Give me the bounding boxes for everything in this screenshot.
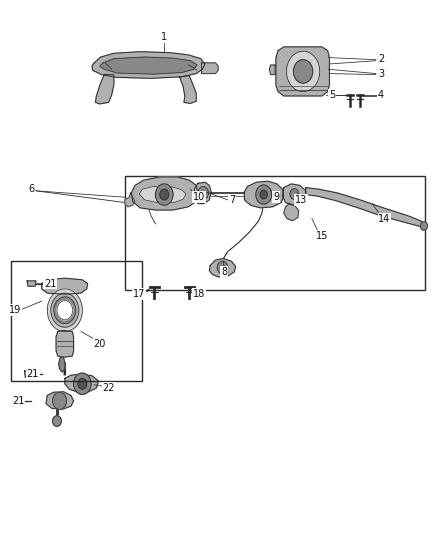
Text: 8: 8	[221, 267, 227, 277]
Polygon shape	[244, 181, 284, 208]
Circle shape	[198, 187, 208, 199]
Polygon shape	[65, 374, 99, 392]
Text: 7: 7	[229, 195, 235, 205]
Text: 9: 9	[273, 192, 279, 202]
Circle shape	[53, 416, 61, 426]
Circle shape	[47, 289, 82, 332]
Polygon shape	[42, 278, 88, 294]
Bar	[125, 176, 425, 290]
Text: 19: 19	[9, 305, 21, 315]
Polygon shape	[27, 281, 36, 286]
Polygon shape	[12, 398, 23, 404]
Circle shape	[54, 297, 76, 324]
Text: 6: 6	[28, 184, 35, 194]
Text: 3: 3	[378, 69, 384, 78]
Polygon shape	[125, 193, 135, 207]
Circle shape	[155, 184, 173, 205]
Text: 10: 10	[193, 192, 205, 202]
Text: 2: 2	[378, 54, 384, 63]
Polygon shape	[46, 392, 74, 409]
Circle shape	[51, 293, 79, 327]
Text: 21: 21	[12, 396, 25, 406]
Polygon shape	[306, 188, 425, 228]
Circle shape	[256, 185, 272, 204]
Circle shape	[420, 222, 427, 230]
Polygon shape	[56, 330, 74, 357]
Circle shape	[260, 190, 267, 199]
Circle shape	[160, 189, 169, 200]
Text: 14: 14	[378, 214, 391, 223]
Text: 18: 18	[193, 289, 205, 299]
Polygon shape	[283, 184, 306, 205]
Circle shape	[290, 189, 299, 199]
Polygon shape	[59, 357, 65, 372]
Text: 4: 4	[378, 90, 384, 100]
Polygon shape	[276, 47, 329, 96]
Text: 20: 20	[94, 339, 106, 349]
Polygon shape	[25, 371, 35, 377]
Text: 21: 21	[44, 279, 57, 288]
Polygon shape	[201, 63, 218, 74]
Polygon shape	[100, 57, 197, 74]
Text: 13: 13	[295, 195, 307, 205]
Text: 15: 15	[316, 231, 328, 240]
Polygon shape	[194, 182, 211, 204]
Polygon shape	[284, 204, 299, 221]
Circle shape	[57, 301, 73, 320]
Circle shape	[217, 261, 228, 274]
Polygon shape	[95, 75, 114, 104]
Polygon shape	[139, 187, 186, 203]
Circle shape	[286, 51, 320, 92]
Polygon shape	[92, 52, 205, 78]
Polygon shape	[131, 177, 198, 210]
Polygon shape	[180, 76, 196, 103]
Circle shape	[74, 373, 91, 394]
Circle shape	[53, 392, 67, 409]
Text: 22: 22	[102, 383, 115, 393]
Text: 5: 5	[329, 90, 335, 100]
Text: 1: 1	[161, 33, 167, 42]
Text: 21: 21	[27, 369, 39, 379]
Circle shape	[293, 60, 313, 83]
Bar	[11, 261, 142, 381]
Text: 17: 17	[133, 289, 145, 299]
Polygon shape	[209, 259, 236, 277]
Polygon shape	[269, 65, 275, 75]
Circle shape	[78, 378, 87, 389]
